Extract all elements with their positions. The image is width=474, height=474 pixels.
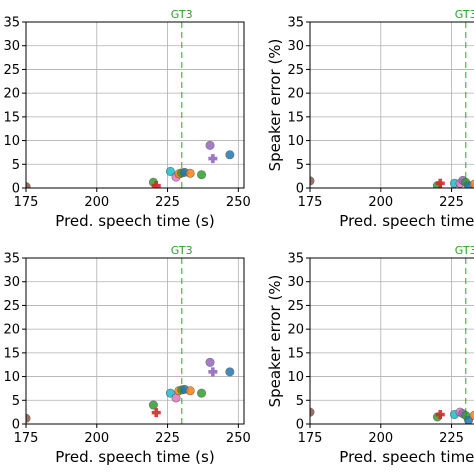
data-point: [26, 413, 31, 423]
x-tick-label: 225: [155, 195, 180, 210]
y-tick-label: 20: [287, 323, 304, 338]
y-tick-label: 0: [12, 418, 20, 433]
x-tick-label: 225: [439, 195, 464, 210]
y-tick-label: 25: [3, 299, 20, 314]
data-point: [310, 407, 315, 417]
x-axis-label: Pred. speech time (s): [339, 448, 474, 466]
reference-line-label: GT3: [455, 8, 474, 21]
axes-frame: [309, 257, 474, 425]
x-tick-label: 225: [439, 431, 464, 446]
x-tick-label: 200: [368, 431, 393, 446]
y-tick-label: 30: [287, 275, 304, 290]
y-axis-label: Speaker error (%): [266, 39, 284, 172]
y-tick-label: 0: [12, 182, 20, 197]
data-point: [26, 182, 31, 188]
y-tick-label: 30: [3, 39, 20, 54]
y-tick-label: 0: [296, 418, 304, 433]
y-tick-label: 5: [12, 394, 20, 409]
x-axis-label: Pred. speech time (s): [339, 212, 474, 230]
x-tick-label: 200: [84, 195, 109, 210]
data-point-plus: [151, 181, 161, 188]
y-tick-label: 15: [3, 110, 20, 125]
x-tick-label: 175: [14, 195, 39, 210]
y-tick-label: 35: [3, 252, 20, 267]
data-point: [197, 388, 207, 398]
data-point: [165, 166, 175, 176]
chart-panel-top-right: GT3 0 5 10 15 20 25 30 35 175 200 225 Pred. speech t…: [266, 8, 474, 230]
y-tick-label: 35: [287, 252, 304, 267]
reference-line-label: GT3: [171, 244, 193, 257]
axes-frame: [25, 257, 245, 425]
y-tick-label: 5: [296, 158, 304, 173]
y-tick-label: 10: [3, 370, 20, 385]
data-point: [469, 410, 474, 420]
y-tick-label: 5: [12, 158, 20, 173]
data-point: [205, 357, 215, 367]
chart-panel-top-left: GT3 0 5 10 15 20 25 30 35 175 200 225 250 Pred. speec…: [3, 8, 250, 230]
y-axis-label: Speaker error (%): [266, 275, 284, 408]
data-point-plus: [151, 408, 161, 418]
data-point-plus: [435, 178, 445, 188]
x-axis-label: Pred. speech time (s): [55, 212, 214, 230]
data-point: [205, 140, 215, 150]
y-tick-label: 0: [296, 182, 304, 197]
x-tick-label: 250: [226, 195, 251, 210]
y-tick-label: 25: [287, 299, 304, 314]
x-tick-label: 175: [298, 195, 323, 210]
reference-line-label: GT3: [455, 244, 474, 257]
data-point: [469, 179, 474, 188]
y-tick-label: 20: [3, 323, 20, 338]
data-point: [197, 170, 207, 180]
x-axis-label: Pred. speech time (s): [55, 448, 214, 466]
y-tick-label: 15: [287, 110, 304, 125]
y-tick-label: 35: [3, 16, 20, 31]
data-point-plus: [435, 410, 445, 420]
reference-line-label: GT3: [171, 8, 193, 21]
x-tick-label: 250: [226, 431, 251, 446]
chart-panel-bottom-right: GT3 0 5 10 15 20 25 30 35 175 200 225 Pred. speech t…: [266, 244, 474, 466]
data-point: [310, 176, 315, 186]
y-tick-label: 5: [296, 394, 304, 409]
y-tick-label: 25: [287, 63, 304, 78]
data-point: [225, 150, 235, 160]
data-point-plus: [208, 367, 218, 377]
y-tick-label: 25: [3, 63, 20, 78]
data-point: [225, 367, 235, 377]
y-tick-label: 30: [3, 275, 20, 290]
chart-panel-bottom-left: GT3 0 5 10 15 20 25 30 35 175 200 225 250 Pred. speec…: [3, 244, 250, 466]
axes-frame: [25, 21, 245, 189]
data-point-plus: [208, 154, 218, 164]
y-tick-label: 15: [287, 346, 304, 361]
x-tick-label: 225: [155, 431, 180, 446]
y-tick-label: 20: [287, 87, 304, 102]
data-point: [185, 168, 195, 178]
y-tick-label: 10: [287, 370, 304, 385]
x-tick-label: 200: [368, 195, 393, 210]
y-tick-label: 35: [287, 16, 304, 31]
axes-frame: [309, 21, 474, 189]
x-tick-label: 175: [298, 431, 323, 446]
data-point: [148, 400, 158, 410]
x-tick-label: 200: [84, 431, 109, 446]
y-tick-label: 30: [287, 39, 304, 54]
y-tick-label: 10: [3, 134, 20, 149]
y-tick-label: 20: [3, 87, 20, 102]
y-tick-label: 10: [287, 134, 304, 149]
y-tick-label: 15: [3, 346, 20, 361]
data-point: [185, 386, 195, 396]
x-tick-label: 175: [14, 431, 39, 446]
